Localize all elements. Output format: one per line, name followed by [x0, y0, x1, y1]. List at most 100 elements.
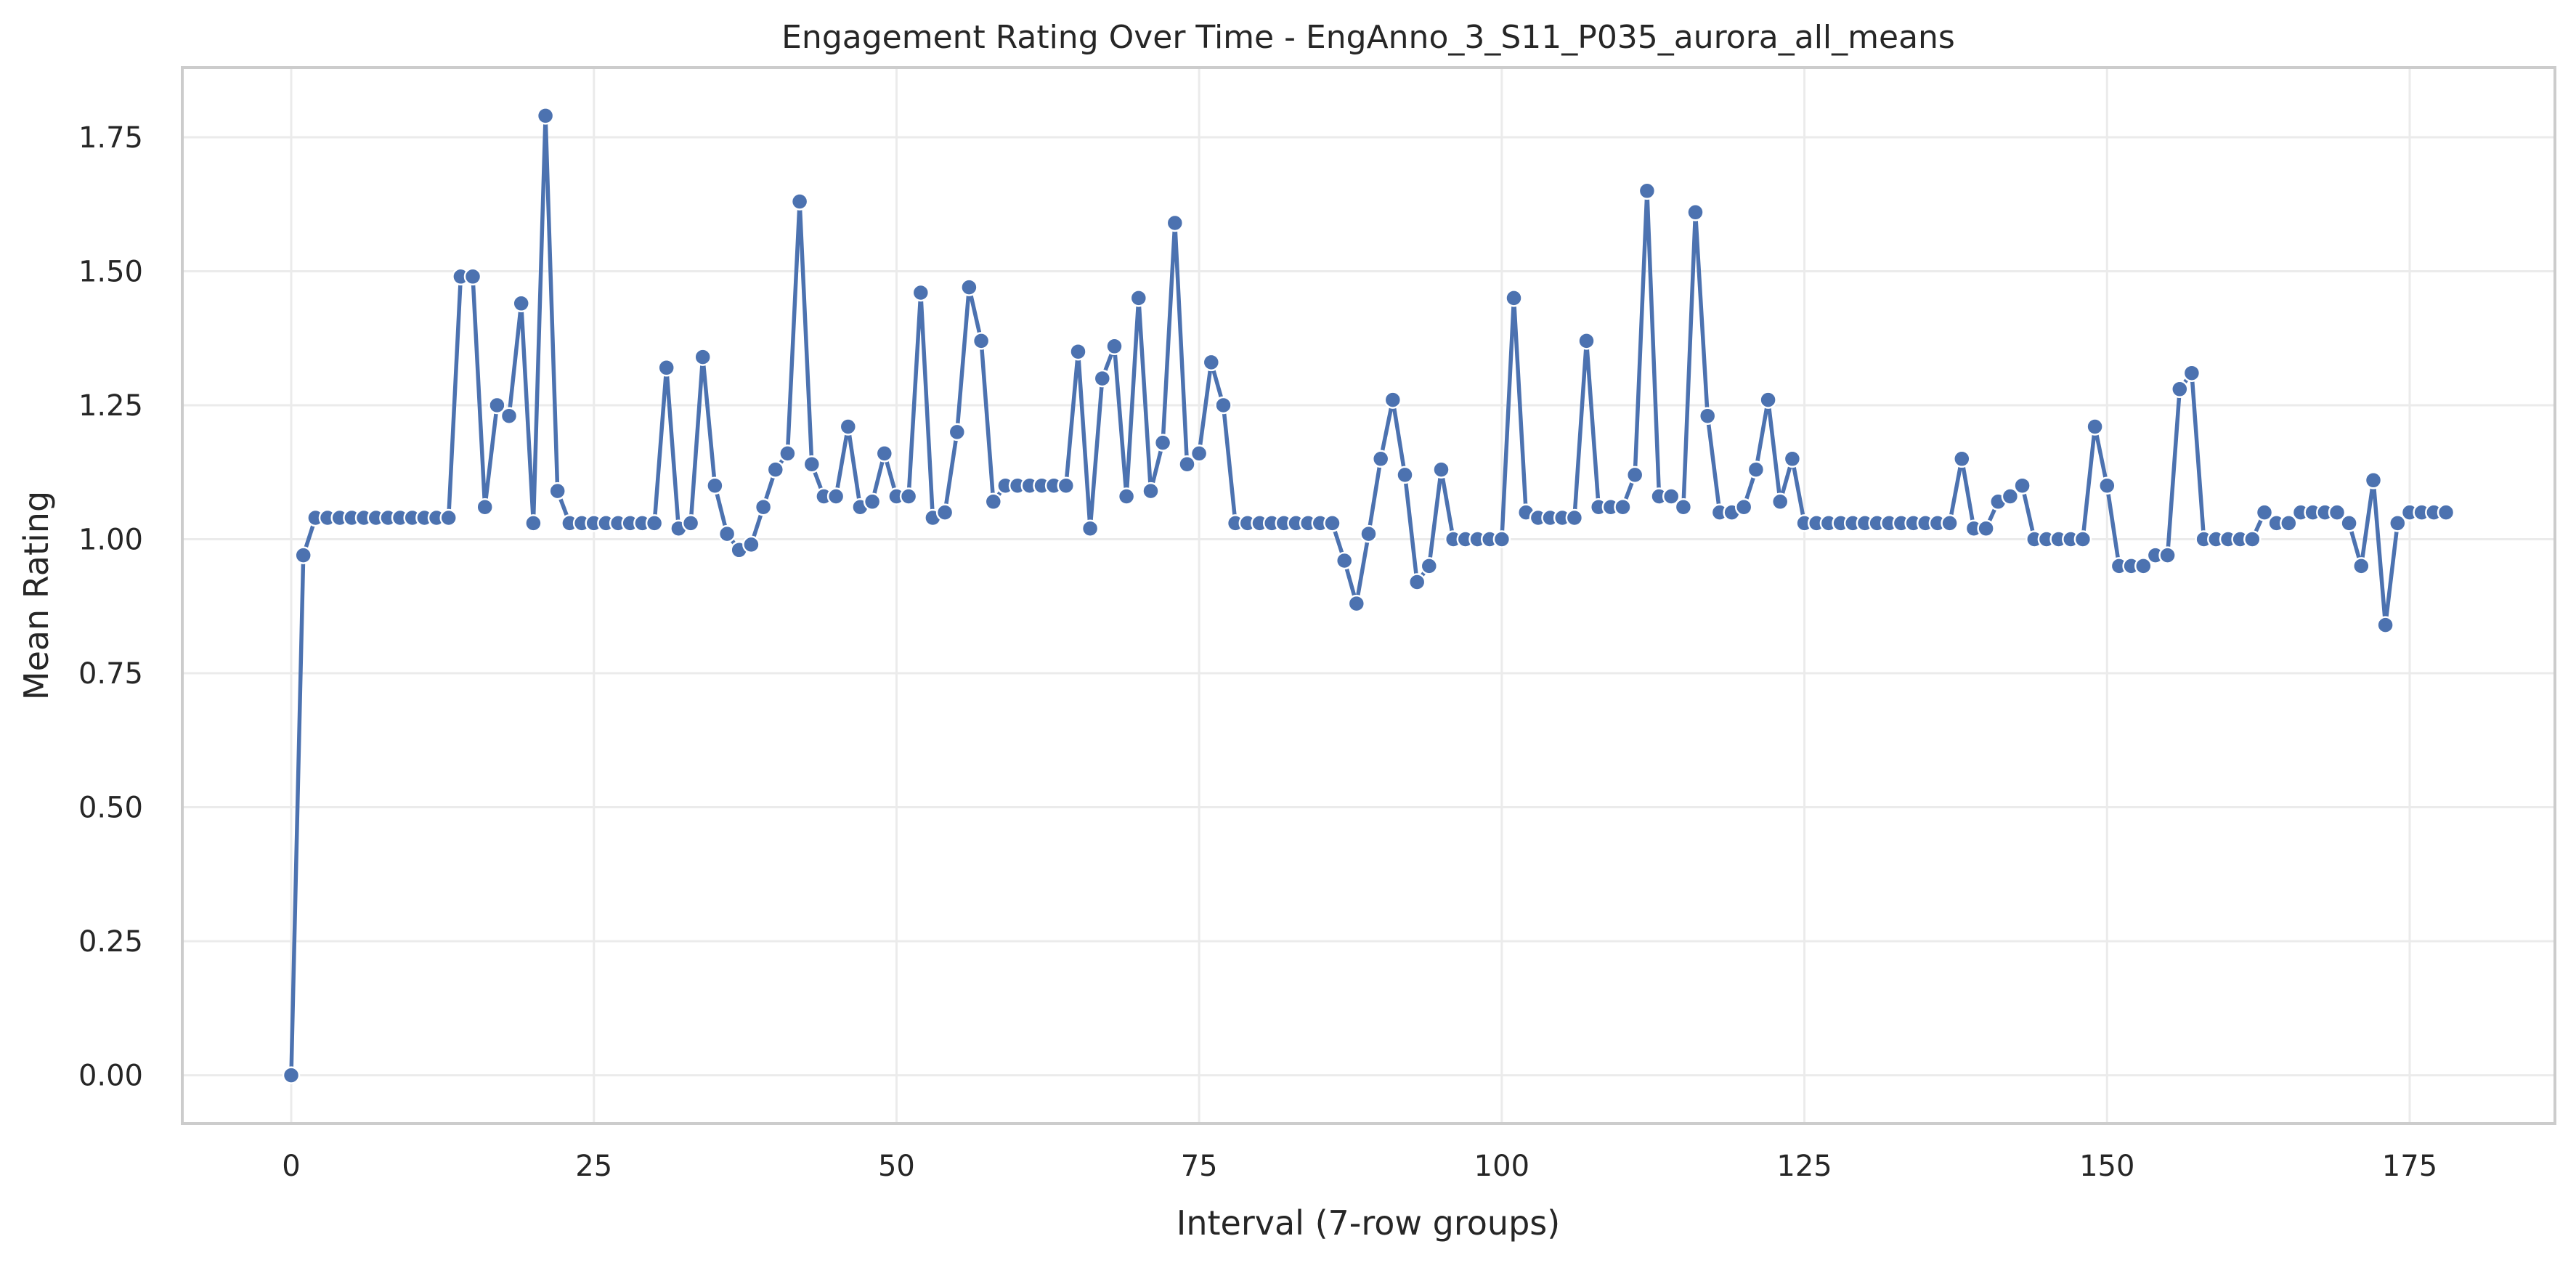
- data-point: [2158, 546, 2177, 564]
- data-point: [2073, 530, 2092, 548]
- data-point: [1505, 289, 1523, 307]
- data-layer: [282, 107, 2455, 1084]
- data-point: [1371, 450, 1390, 468]
- data-point: [1759, 391, 1777, 409]
- data-point: [1771, 492, 1789, 511]
- data-point: [718, 524, 736, 543]
- data-point: [1953, 450, 1971, 468]
- x-tick-label: 150: [2079, 1150, 2134, 1183]
- data-point: [2013, 476, 2031, 495]
- data-point: [681, 514, 700, 532]
- data-point: [500, 407, 519, 425]
- data-point: [1081, 519, 1100, 537]
- data-point: [645, 514, 664, 532]
- data-point: [1396, 466, 1414, 484]
- data-point: [2340, 514, 2358, 532]
- x-tick-label: 25: [575, 1150, 612, 1183]
- data-point: [2255, 503, 2274, 521]
- data-point: [790, 192, 809, 211]
- data-point: [1190, 444, 1208, 463]
- x-tick-label: 0: [282, 1150, 300, 1183]
- data-point: [779, 444, 797, 463]
- data-point: [826, 487, 845, 505]
- data-point: [1662, 487, 1681, 505]
- data-point: [948, 423, 967, 442]
- data-point: [706, 476, 724, 495]
- data-point: [863, 492, 882, 511]
- data-point: [2001, 487, 2020, 505]
- data-point: [1178, 455, 1196, 474]
- y-tick-label: 1.50: [78, 255, 143, 288]
- data-point: [1142, 481, 1160, 500]
- y-tick-label: 0.50: [78, 792, 143, 825]
- data-point: [1747, 460, 1766, 479]
- data-point: [2328, 503, 2347, 521]
- data-point: [1941, 514, 1959, 532]
- data-point: [984, 492, 1003, 511]
- data-point: [1686, 203, 1705, 222]
- data-point: [742, 535, 760, 554]
- data-point: [2171, 380, 2189, 399]
- data-point: [1069, 342, 1087, 361]
- data-point: [1335, 551, 1354, 570]
- data-point: [2352, 557, 2370, 575]
- data-point: [803, 455, 821, 474]
- data-point: [935, 503, 954, 521]
- y-axis-label: Mean Rating: [17, 491, 56, 700]
- data-point: [1153, 434, 1172, 452]
- chart-title: Engagement Rating Over Time - EngAnno_3_…: [781, 19, 1955, 56]
- data-point: [1117, 487, 1136, 505]
- data-point: [1625, 466, 1644, 484]
- data-point: [2134, 557, 2153, 575]
- data-point: [463, 267, 482, 286]
- data-point: [1129, 289, 1148, 307]
- data-point: [1734, 497, 1753, 516]
- data-point: [2364, 471, 2383, 489]
- data-point: [1492, 530, 1511, 548]
- data-point: [536, 107, 555, 125]
- data-point: [2182, 364, 2201, 382]
- data-point: [2376, 616, 2394, 634]
- data-point: [1093, 369, 1112, 388]
- data-point: [960, 278, 978, 296]
- data-point: [2280, 514, 2298, 532]
- data-point: [548, 481, 566, 500]
- tick-labels: 0 25 50 75 100 125 150 175 0.00 0.25 0.50 0.75 1.00 1…: [78, 121, 2437, 1183]
- x-tick-label: 50: [878, 1150, 915, 1183]
- data-point: [476, 497, 494, 516]
- data-point: [766, 460, 785, 479]
- data-point: [512, 294, 530, 313]
- data-point: [2098, 476, 2116, 495]
- data-point: [2437, 503, 2455, 521]
- data-point: [1698, 407, 1717, 425]
- data-point: [1057, 476, 1076, 495]
- data-point: [282, 1066, 301, 1084]
- data-point: [2389, 514, 2407, 532]
- y-tick-label: 0.25: [78, 925, 143, 959]
- y-tick-label: 1.25: [78, 389, 143, 423]
- data-point: [1783, 450, 1802, 468]
- data-point: [1614, 497, 1632, 516]
- plot-frame: [181, 66, 2556, 1125]
- data-point: [1577, 332, 1596, 350]
- grid: [182, 68, 2555, 1123]
- data-point: [1638, 182, 1657, 200]
- data-point: [1347, 594, 1366, 613]
- data-point: [754, 497, 773, 516]
- data-point: [1420, 557, 1439, 575]
- data-point: [839, 418, 858, 436]
- x-tick-label: 100: [1474, 1150, 1529, 1183]
- data-point: [488, 396, 506, 415]
- data-point: [2086, 418, 2104, 436]
- data-point: [694, 348, 712, 366]
- y-tick-label: 0.00: [78, 1060, 143, 1093]
- data-point: [1407, 573, 1426, 591]
- y-tick-label: 1.75: [78, 121, 143, 155]
- data-point: [524, 514, 543, 532]
- data-point: [2243, 530, 2262, 548]
- x-tick-label: 175: [2382, 1150, 2437, 1183]
- data-point: [911, 283, 930, 302]
